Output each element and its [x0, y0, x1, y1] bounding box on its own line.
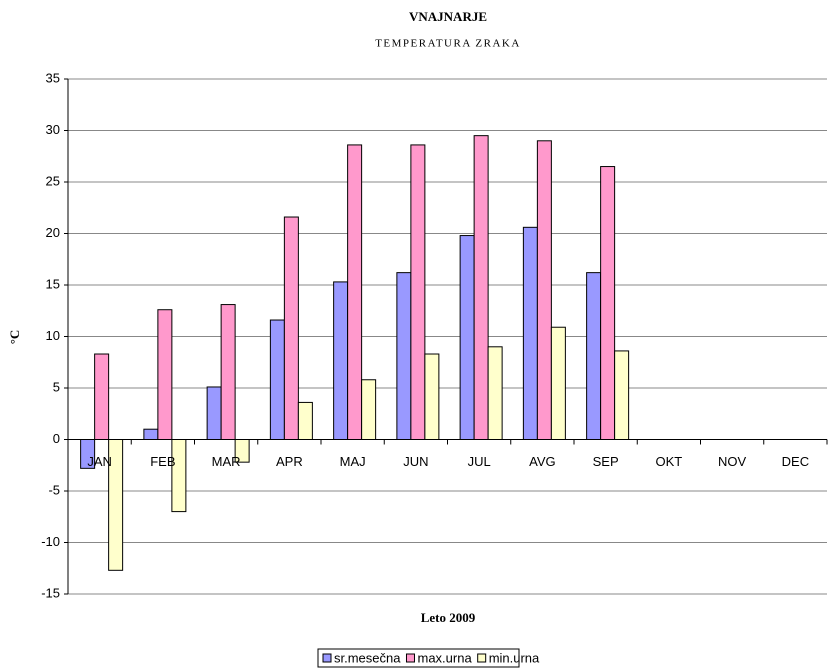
legend-label: min.urna: [489, 650, 540, 665]
legend-swatch: [322, 653, 332, 663]
bar: [206, 386, 222, 440]
x-tick-label: SEP: [593, 454, 619, 469]
bar: [536, 140, 552, 441]
x-tick-label: DEC: [782, 454, 809, 469]
bar: [424, 353, 440, 441]
legend-swatch: [405, 653, 415, 663]
bar: [459, 235, 475, 440]
bar: [586, 272, 602, 441]
x-axis-label: Leto 2009: [421, 610, 476, 625]
x-tick-label: JAN: [87, 454, 112, 469]
y-tick-label: 35: [46, 70, 60, 85]
bar: [550, 326, 566, 441]
bar: [157, 309, 173, 440]
y-tick-label: 15: [46, 276, 60, 291]
x-tick-label: MAR: [212, 454, 241, 469]
bar: [347, 144, 363, 440]
x-tick-label: APR: [276, 454, 303, 469]
bar: [473, 135, 489, 440]
bar: [171, 439, 187, 513]
legend-box: [317, 648, 520, 668]
bar: [410, 144, 426, 440]
y-tick-label: 0: [53, 431, 60, 446]
bar: [333, 281, 349, 440]
x-tick-label: FEB: [150, 454, 175, 469]
bar: [361, 379, 377, 441]
chart-title: VNAJNARJE: [409, 9, 487, 24]
y-tick-label: 20: [46, 225, 60, 240]
y-tick-label: 30: [46, 122, 60, 137]
y-tick-label: -5: [48, 482, 60, 497]
x-tick-label: MAJ: [340, 454, 366, 469]
bar: [269, 319, 285, 440]
y-axis-label: °C: [7, 330, 22, 345]
bar: [614, 350, 630, 441]
legend-label: max.urna: [417, 650, 472, 665]
bar: [487, 346, 503, 440]
bar: [94, 353, 110, 441]
y-tick-label: 10: [46, 328, 60, 343]
x-tick-label: JUL: [468, 454, 491, 469]
bar: [297, 401, 313, 441]
x-tick-label: NOV: [718, 454, 747, 469]
bar: [220, 304, 236, 440]
y-tick-label: -10: [41, 534, 60, 549]
bar: [283, 216, 299, 440]
y-tick-label: 5: [53, 379, 60, 394]
y-tick-label: 25: [46, 173, 60, 188]
bar: [600, 166, 616, 441]
x-tick-label: AVG: [529, 454, 556, 469]
x-tick-label: JUN: [403, 454, 428, 469]
legend-label: sr.mesečna: [334, 650, 401, 665]
bar: [396, 272, 412, 441]
bar: [522, 226, 538, 440]
chart-subtitle: TEMPERATURA ZRAKA: [375, 38, 521, 50]
y-tick-label: -15: [41, 585, 60, 600]
legend-swatch: [477, 653, 487, 663]
bar: [143, 428, 159, 441]
x-tick-label: OKT: [656, 454, 683, 469]
